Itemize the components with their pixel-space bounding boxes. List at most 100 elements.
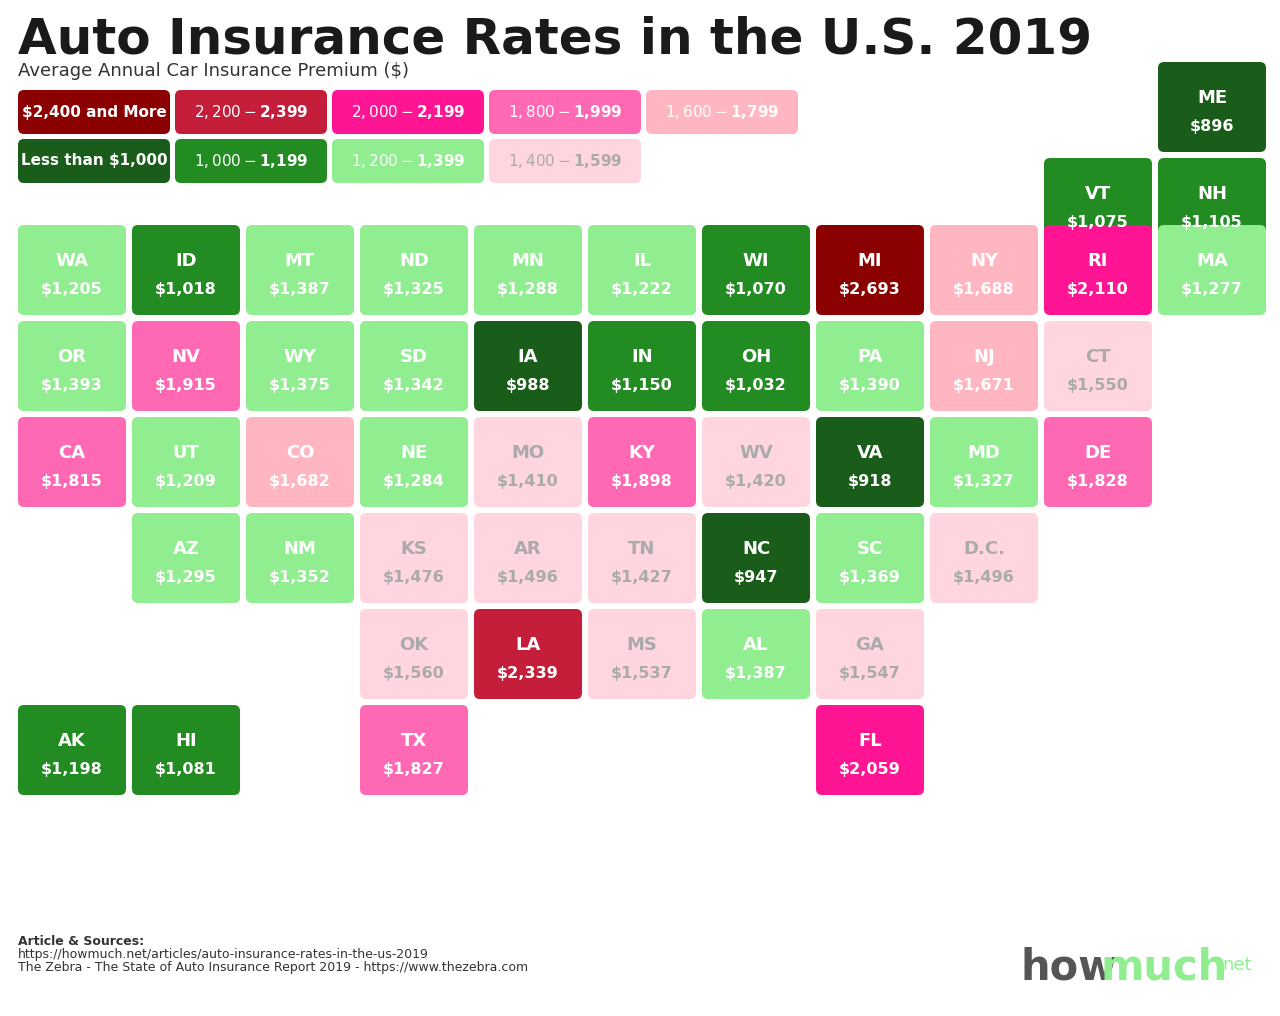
FancyBboxPatch shape — [701, 513, 810, 604]
Text: OR: OR — [58, 348, 87, 366]
FancyBboxPatch shape — [1044, 158, 1152, 248]
Text: $1,000 - $1,199: $1,000 - $1,199 — [193, 152, 308, 170]
Text: $1,547: $1,547 — [840, 666, 901, 682]
FancyBboxPatch shape — [246, 513, 355, 604]
Text: $1,560: $1,560 — [383, 666, 445, 682]
Text: $1,410: $1,410 — [497, 474, 559, 490]
FancyBboxPatch shape — [360, 225, 468, 315]
Text: HI: HI — [175, 732, 197, 750]
Text: CA: CA — [59, 444, 86, 462]
Text: $1,150: $1,150 — [611, 378, 673, 393]
Text: $1,325: $1,325 — [383, 282, 445, 298]
Text: $1,600 - $1,799: $1,600 - $1,799 — [664, 103, 780, 121]
Text: $1,537: $1,537 — [611, 666, 673, 682]
Text: net: net — [1222, 956, 1252, 974]
Text: $1,198: $1,198 — [41, 762, 102, 777]
Text: $1,352: $1,352 — [269, 570, 330, 585]
Text: LA: LA — [516, 636, 540, 654]
FancyBboxPatch shape — [931, 225, 1038, 315]
Text: MN: MN — [512, 252, 544, 270]
Text: MA: MA — [1196, 252, 1228, 270]
Text: AZ: AZ — [173, 539, 200, 558]
FancyBboxPatch shape — [701, 225, 810, 315]
Text: $1,222: $1,222 — [611, 282, 673, 298]
Text: The Zebra - The State of Auto Insurance Report 2019 - https://www.thezebra.com: The Zebra - The State of Auto Insurance … — [18, 961, 529, 974]
Text: VT: VT — [1085, 185, 1111, 203]
Text: ME: ME — [1197, 89, 1228, 107]
Text: CT: CT — [1085, 348, 1111, 366]
FancyBboxPatch shape — [931, 321, 1038, 411]
Text: $1,550: $1,550 — [1068, 378, 1129, 393]
FancyBboxPatch shape — [588, 321, 696, 411]
Text: MO: MO — [512, 444, 544, 462]
Text: Average Annual Car Insurance Premium ($): Average Annual Car Insurance Premium ($) — [18, 62, 410, 80]
Text: AL: AL — [744, 636, 768, 654]
Text: KY: KY — [628, 444, 655, 462]
FancyBboxPatch shape — [18, 225, 125, 315]
Text: $1,277: $1,277 — [1181, 282, 1243, 298]
Text: $947: $947 — [733, 570, 778, 585]
Text: $2,200 - $2,399: $2,200 - $2,399 — [193, 103, 308, 121]
Text: RI: RI — [1088, 252, 1108, 270]
Text: $1,200 - $1,399: $1,200 - $1,399 — [351, 152, 466, 170]
FancyBboxPatch shape — [332, 90, 484, 134]
FancyBboxPatch shape — [701, 321, 810, 411]
FancyBboxPatch shape — [18, 417, 125, 507]
FancyBboxPatch shape — [817, 609, 924, 699]
Text: $1,496: $1,496 — [954, 570, 1015, 585]
Text: $896: $896 — [1189, 119, 1234, 134]
Text: $1,898: $1,898 — [611, 474, 673, 490]
Text: $2,059: $2,059 — [840, 762, 901, 777]
Text: KS: KS — [401, 539, 428, 558]
Text: CO: CO — [285, 444, 315, 462]
FancyBboxPatch shape — [817, 417, 924, 507]
Text: $918: $918 — [847, 474, 892, 490]
FancyBboxPatch shape — [817, 705, 924, 795]
Text: $1,476: $1,476 — [383, 570, 445, 585]
Text: D.C.: D.C. — [963, 539, 1005, 558]
Text: WA: WA — [55, 252, 88, 270]
FancyBboxPatch shape — [817, 225, 924, 315]
Text: $1,369: $1,369 — [840, 570, 901, 585]
Text: UT: UT — [173, 444, 200, 462]
Text: NM: NM — [284, 539, 316, 558]
Text: $1,105: $1,105 — [1181, 215, 1243, 231]
Text: NV: NV — [172, 348, 201, 366]
Text: MI: MI — [858, 252, 882, 270]
FancyBboxPatch shape — [817, 513, 924, 604]
Text: $1,427: $1,427 — [611, 570, 673, 585]
Text: DE: DE — [1084, 444, 1111, 462]
Text: $1,288: $1,288 — [497, 282, 559, 298]
FancyBboxPatch shape — [588, 417, 696, 507]
Text: Auto Insurance Rates in the U.S. 2019: Auto Insurance Rates in the U.S. 2019 — [18, 15, 1092, 63]
Text: $1,295: $1,295 — [155, 570, 216, 585]
Text: $1,075: $1,075 — [1068, 215, 1129, 231]
Text: $1,496: $1,496 — [497, 570, 559, 585]
Text: WV: WV — [739, 444, 773, 462]
Text: NH: NH — [1197, 185, 1228, 203]
Text: OH: OH — [741, 348, 771, 366]
Text: Article & Sources:: Article & Sources: — [18, 935, 145, 948]
FancyBboxPatch shape — [1158, 62, 1266, 152]
Text: FL: FL — [858, 732, 882, 750]
Text: $2,110: $2,110 — [1068, 282, 1129, 298]
Text: $1,327: $1,327 — [954, 474, 1015, 490]
FancyBboxPatch shape — [132, 225, 241, 315]
FancyBboxPatch shape — [1044, 417, 1152, 507]
Text: $1,390: $1,390 — [840, 378, 901, 393]
Text: TX: TX — [401, 732, 428, 750]
FancyBboxPatch shape — [931, 417, 1038, 507]
Text: $1,827: $1,827 — [383, 762, 445, 777]
Text: MT: MT — [285, 252, 315, 270]
Text: $1,688: $1,688 — [954, 282, 1015, 298]
Text: $2,693: $2,693 — [840, 282, 901, 298]
FancyBboxPatch shape — [489, 90, 641, 134]
FancyBboxPatch shape — [360, 417, 468, 507]
FancyBboxPatch shape — [18, 90, 170, 134]
Text: $2,339: $2,339 — [497, 666, 559, 682]
Text: $1,682: $1,682 — [269, 474, 330, 490]
Text: OK: OK — [399, 636, 429, 654]
Text: MD: MD — [968, 444, 1001, 462]
Text: ND: ND — [399, 252, 429, 270]
FancyBboxPatch shape — [701, 417, 810, 507]
